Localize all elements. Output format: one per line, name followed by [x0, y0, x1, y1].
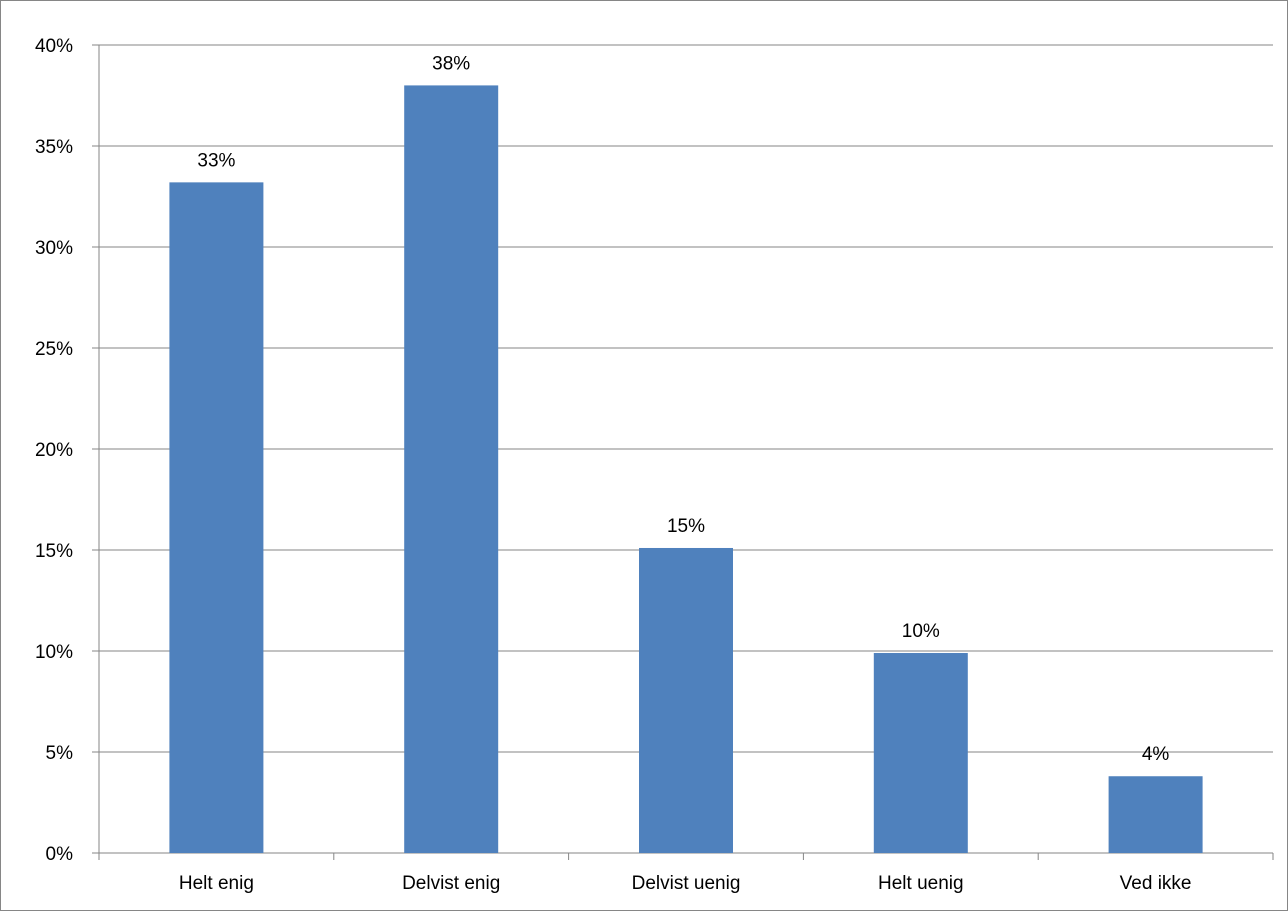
y-tick-label: 5% [46, 743, 74, 764]
bar [169, 182, 264, 854]
data-labels: 33% 38% 15% 10% 4% [197, 53, 1169, 765]
y-tick-label: 35% [35, 137, 73, 158]
y-tick-labels: 0% 5% 10% 15% 20% 25% 30% 35% 40% [35, 36, 73, 865]
x-tick-label: Delvist uenig [632, 873, 741, 894]
data-label: 33% [197, 150, 235, 171]
data-label: 15% [667, 516, 705, 537]
data-label: 10% [902, 621, 940, 642]
bar [639, 547, 733, 853]
x-tick-label: Helt enig [179, 873, 254, 894]
x-tick-labels: Helt enig Delvist enig Delvist uenig Helt u… [179, 873, 1192, 894]
y-tick-label: 10% [35, 642, 73, 663]
data-label: 4% [1142, 744, 1170, 765]
y-tick-label: 0% [46, 844, 74, 865]
bars [169, 85, 1203, 854]
bar [873, 653, 968, 853]
bar [1108, 776, 1203, 853]
x-tick-label: Delvist enig [402, 873, 500, 894]
data-label: 38% [432, 53, 470, 74]
y-tick-label: 40% [35, 36, 73, 57]
x-tick-label: Ved ikke [1120, 873, 1192, 894]
x-tick-label: Helt uenig [878, 873, 964, 894]
y-tick-label: 15% [35, 541, 73, 562]
y-tick-label: 25% [35, 339, 73, 360]
y-tick-label: 30% [35, 238, 73, 259]
y-tick-label: 20% [35, 440, 73, 461]
bar [404, 85, 499, 853]
